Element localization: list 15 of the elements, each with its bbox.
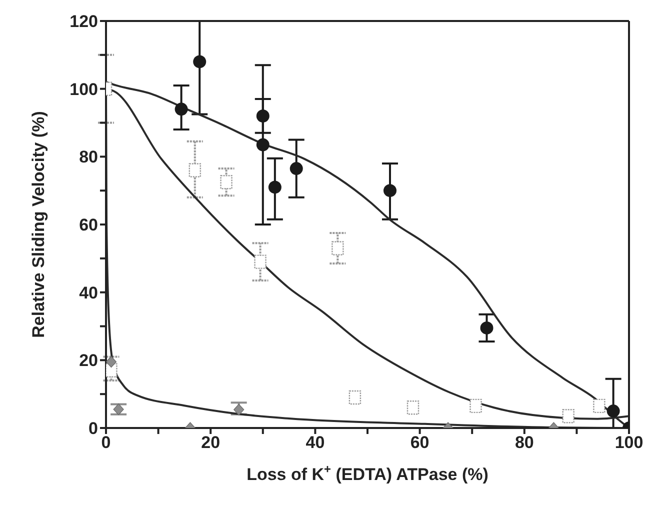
- x-tick-label: 20: [201, 433, 220, 452]
- x-tick-label: 40: [306, 433, 325, 452]
- y-tick-label: 80: [79, 148, 98, 167]
- y-tick-label: 100: [70, 80, 98, 99]
- x-tick-label: 60: [410, 433, 430, 452]
- y-tick-label: 120: [70, 12, 98, 32]
- y-tick-label: 20: [79, 351, 98, 370]
- y-tick-label: 0: [88, 419, 98, 438]
- y-axis-title: Relative Sliding Velocity (%): [29, 111, 48, 338]
- x-tick-label: 100: [614, 433, 644, 452]
- y-tick-label: 60: [79, 216, 98, 235]
- x-axis-title: Loss of K$^{+}$ (EDTA) ATPase (%): [246, 462, 488, 484]
- y-tick-label: 40: [79, 283, 98, 302]
- x-tick-label: 80: [514, 433, 534, 452]
- x-tick-label: 0: [101, 433, 111, 452]
